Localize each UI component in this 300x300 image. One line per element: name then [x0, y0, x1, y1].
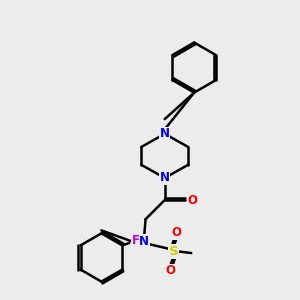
Text: O: O	[172, 226, 182, 239]
Text: S: S	[169, 245, 178, 258]
Text: O: O	[166, 264, 176, 277]
Text: O: O	[188, 194, 198, 207]
Text: N: N	[139, 235, 149, 248]
Text: N: N	[160, 172, 170, 184]
Text: N: N	[160, 127, 170, 140]
Text: F: F	[132, 235, 140, 248]
